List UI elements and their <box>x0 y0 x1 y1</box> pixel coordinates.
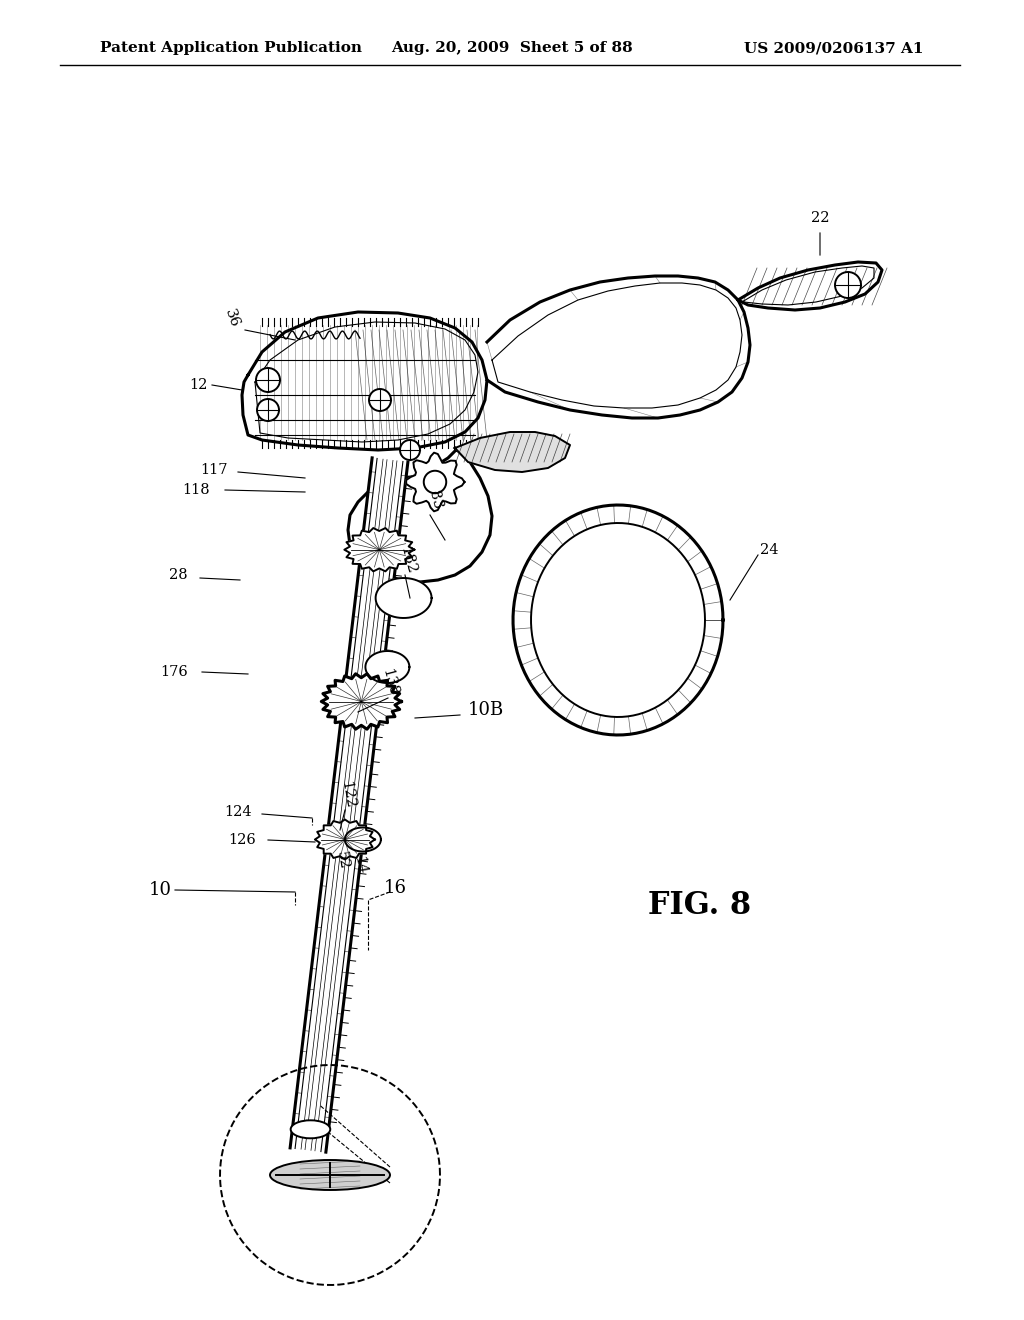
Polygon shape <box>407 453 465 511</box>
Text: 83: 83 <box>426 490 444 511</box>
Circle shape <box>400 440 420 459</box>
Polygon shape <box>455 432 570 473</box>
Text: 52: 52 <box>334 850 350 870</box>
Polygon shape <box>322 673 401 729</box>
Polygon shape <box>242 312 487 450</box>
Polygon shape <box>315 820 375 859</box>
Text: US 2009/0206137 A1: US 2009/0206137 A1 <box>744 41 924 55</box>
Polygon shape <box>531 523 705 717</box>
Circle shape <box>256 368 280 392</box>
Text: 182: 182 <box>397 545 419 576</box>
Text: 10B: 10B <box>468 701 504 719</box>
Text: 16: 16 <box>384 879 407 898</box>
Circle shape <box>257 399 279 421</box>
Polygon shape <box>376 578 431 618</box>
Polygon shape <box>290 458 408 1152</box>
Text: 138: 138 <box>380 667 400 697</box>
Text: 14: 14 <box>351 855 369 875</box>
Text: 176: 176 <box>160 665 188 678</box>
Polygon shape <box>366 651 410 682</box>
Text: 122: 122 <box>339 780 357 809</box>
Text: Aug. 20, 2009  Sheet 5 of 88: Aug. 20, 2009 Sheet 5 of 88 <box>391 41 633 55</box>
Polygon shape <box>348 447 492 582</box>
Polygon shape <box>487 276 750 418</box>
Circle shape <box>424 471 446 494</box>
Text: 12: 12 <box>188 378 207 392</box>
Text: Patent Application Publication: Patent Application Publication <box>100 41 362 55</box>
Text: 118: 118 <box>182 483 210 498</box>
Text: 36: 36 <box>222 306 242 329</box>
Text: 124: 124 <box>224 805 252 818</box>
Ellipse shape <box>311 1171 349 1180</box>
Text: FIG. 8: FIG. 8 <box>648 890 752 920</box>
Ellipse shape <box>270 1160 390 1191</box>
Text: 117: 117 <box>201 463 228 477</box>
Polygon shape <box>344 528 415 572</box>
Ellipse shape <box>291 1121 331 1138</box>
Text: 22: 22 <box>811 211 829 224</box>
Circle shape <box>835 272 861 298</box>
Polygon shape <box>345 828 381 851</box>
Text: 24: 24 <box>760 543 778 557</box>
Polygon shape <box>513 506 723 735</box>
Polygon shape <box>738 261 882 310</box>
Ellipse shape <box>297 1167 362 1183</box>
Text: 10: 10 <box>148 880 171 899</box>
Ellipse shape <box>284 1163 377 1187</box>
Text: 28: 28 <box>169 568 188 582</box>
Circle shape <box>369 389 391 411</box>
Text: 126: 126 <box>228 833 256 847</box>
